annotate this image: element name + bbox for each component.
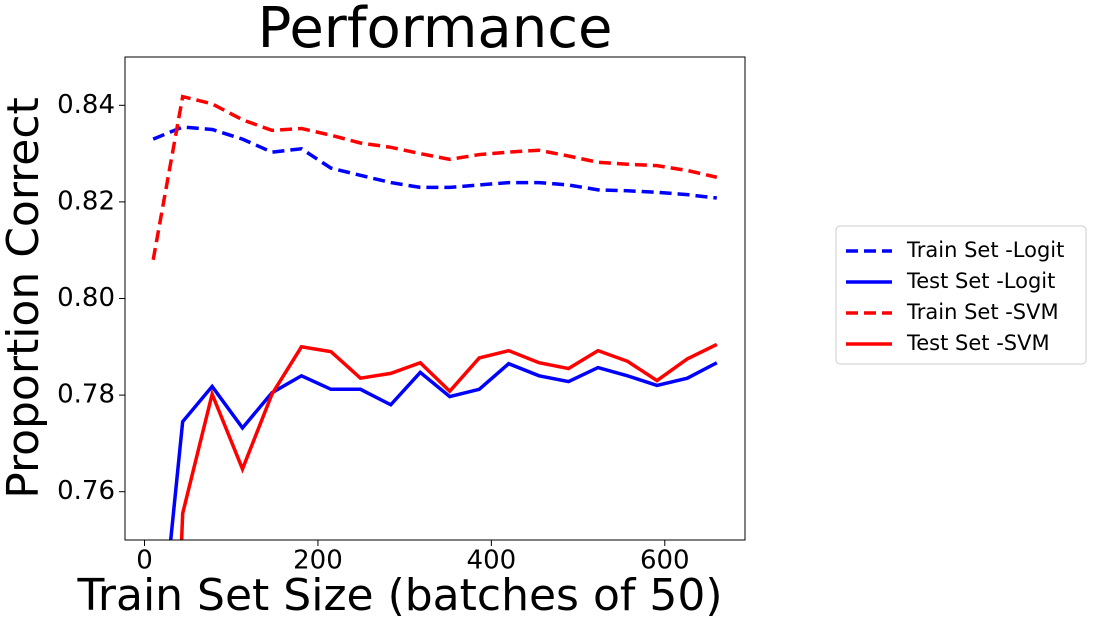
y-tick-label: 0.78 <box>57 380 115 410</box>
plot-frame <box>124 56 746 541</box>
x-axis-label: Train Set Size (batches of 50) <box>76 570 722 621</box>
legend-box <box>835 225 1087 365</box>
chart-title: Performance <box>258 0 613 61</box>
y-tick-label: 0.82 <box>57 186 115 216</box>
legend-label: Train Set -Logit <box>906 238 1064 262</box>
legend-label: Test Set -SVM <box>906 331 1050 355</box>
legend-label: Test Set -Logit <box>906 269 1055 293</box>
x-tick-label: 400 <box>467 546 517 576</box>
y-axis-label: Proportion Correct <box>0 97 49 499</box>
legend-label: Train Set -SVM <box>906 300 1059 324</box>
plot-area <box>151 94 718 540</box>
y-tick-label: 0.76 <box>57 476 115 506</box>
series-line <box>151 94 718 261</box>
y-tick-label: 0.84 <box>57 90 115 120</box>
x-tick-label: 0 <box>136 546 153 576</box>
x-tick-label: 200 <box>293 546 343 576</box>
series-line <box>152 125 718 200</box>
y-tick-label: 0.80 <box>57 283 115 313</box>
series-line <box>168 361 718 540</box>
series-line <box>179 342 718 540</box>
x-tick-label: 600 <box>640 546 690 576</box>
